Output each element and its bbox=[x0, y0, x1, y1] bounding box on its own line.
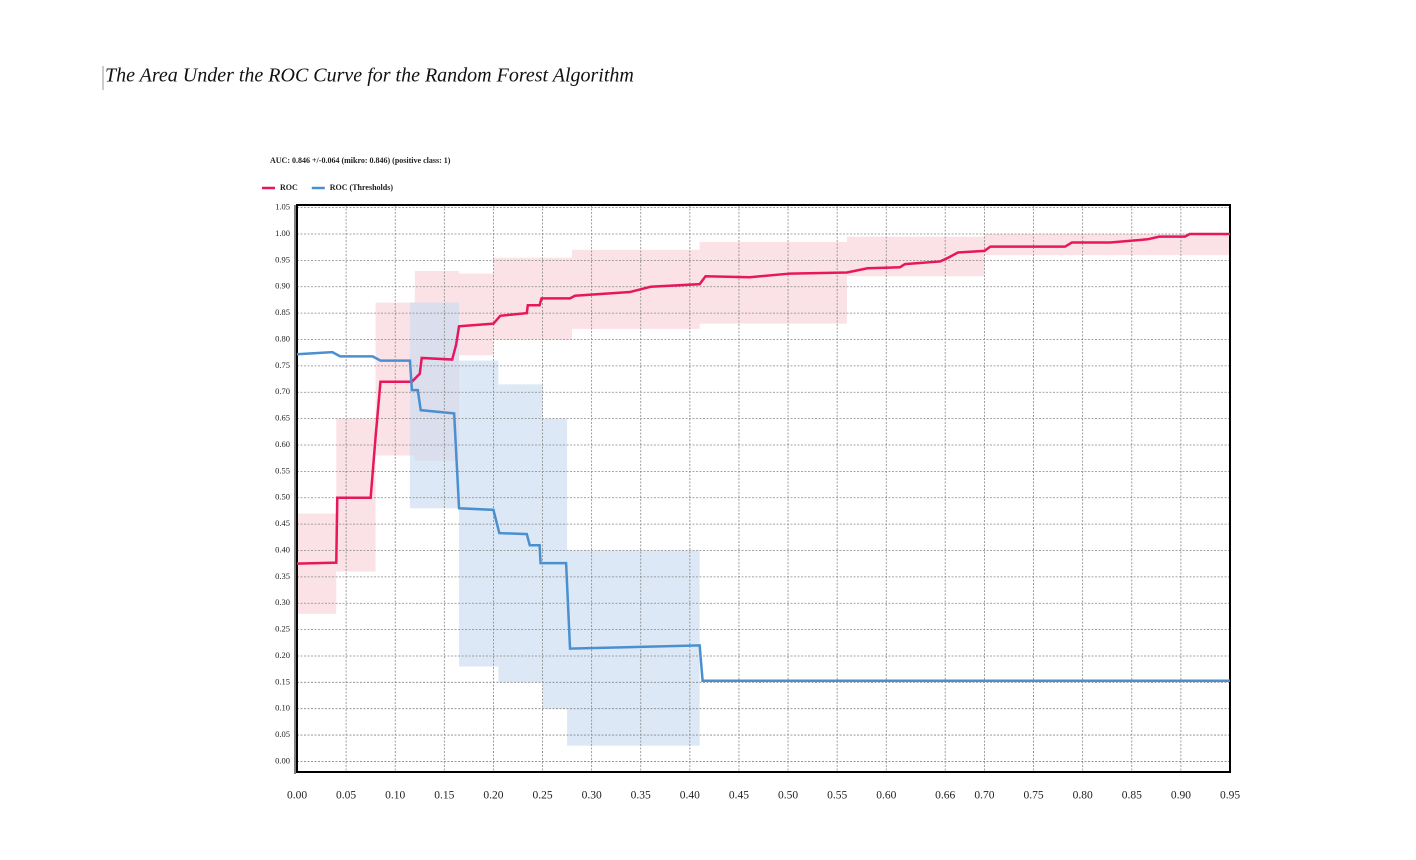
x-tick-label: 0.55 bbox=[827, 790, 847, 802]
y-tick-label: 0.05 bbox=[275, 729, 290, 739]
y-tick-label: 0.10 bbox=[275, 703, 290, 713]
x-tick-label: 0.00 bbox=[287, 790, 307, 802]
y-tick-label: 0.25 bbox=[275, 624, 290, 634]
y-tick-label: 0.15 bbox=[275, 676, 290, 686]
legend-label: ROC (Thresholds) bbox=[330, 183, 394, 192]
roc-line bbox=[296, 232, 1230, 565]
plot-border bbox=[296, 204, 1231, 773]
plot: 0.00 0.05 0.10 0.15 0.20 0.25 0.30 0.35 0.40 0.45… bbox=[262, 183, 1240, 802]
confidence-band bbox=[459, 273, 494, 356]
x-tick-label: 0.20 bbox=[483, 790, 503, 802]
x-tick-label: 0.40 bbox=[680, 790, 700, 802]
y-tick-label: 0.40 bbox=[275, 544, 290, 554]
legend-label: ROC bbox=[280, 183, 298, 192]
x-tick-label: 0.10 bbox=[385, 790, 405, 802]
y-tick-label: 0.55 bbox=[275, 465, 290, 475]
y-tick-label: 0.70 bbox=[275, 386, 290, 396]
x-tick-label: 0.35 bbox=[631, 790, 651, 802]
confidence-band bbox=[336, 418, 376, 572]
y-tick-label: 0.85 bbox=[275, 307, 290, 317]
chart-title: AUC: 0.846 +/-0.064 (mikro: 0.846) (posi… bbox=[270, 156, 451, 165]
confidence-band bbox=[699, 241, 847, 324]
y-tick-label: 0.45 bbox=[275, 518, 290, 528]
y-tick-label: 0.30 bbox=[275, 597, 290, 607]
x-tick-label: 0.50 bbox=[778, 790, 798, 802]
y-tick-label: 1.05 bbox=[275, 202, 290, 212]
y-tick-label: 0.95 bbox=[275, 254, 290, 264]
x-tick-label: 0.05 bbox=[336, 790, 356, 802]
confidence-band bbox=[846, 236, 985, 277]
x-tick-label: 0.70 bbox=[974, 790, 994, 802]
roc-line bbox=[296, 350, 1230, 683]
x-tick-label: 0.75 bbox=[1024, 790, 1044, 802]
y-tick-label: 0.20 bbox=[275, 650, 290, 660]
x-tick-label: 0.60 bbox=[876, 790, 896, 802]
y-tick-label: 1.00 bbox=[275, 228, 290, 238]
x-tick-label: 0.90 bbox=[1171, 790, 1191, 802]
confidence-band bbox=[409, 302, 460, 509]
y-tick-label: 0.00 bbox=[275, 755, 290, 765]
y-tick-label: 0.60 bbox=[275, 439, 290, 449]
x-tick-label: 0.25 bbox=[532, 790, 552, 802]
x-tick-label: 0.15 bbox=[434, 790, 454, 802]
y-tick-label: 0.80 bbox=[275, 333, 290, 343]
y-tick-label: 0.35 bbox=[275, 571, 290, 581]
x-tick-label: 0.45 bbox=[729, 790, 749, 802]
x-tick-label: 0.30 bbox=[582, 790, 602, 802]
x-tick-label: 0.95 bbox=[1220, 790, 1240, 802]
y-tick-label: 0.90 bbox=[275, 281, 290, 291]
y-tick-label: 0.75 bbox=[275, 360, 290, 370]
x-tick-label: 0.80 bbox=[1073, 790, 1093, 802]
y-tick-label: 0.50 bbox=[275, 492, 290, 502]
y-tick-label: 0.65 bbox=[275, 413, 290, 423]
confidence-band bbox=[984, 234, 1230, 256]
x-tick-label: 0.66 bbox=[935, 790, 955, 802]
x-tick-label: 0.85 bbox=[1122, 790, 1142, 802]
confidence-band bbox=[459, 360, 499, 667]
caption: The Area Under the ROC Curve for the Ran… bbox=[105, 65, 634, 87]
